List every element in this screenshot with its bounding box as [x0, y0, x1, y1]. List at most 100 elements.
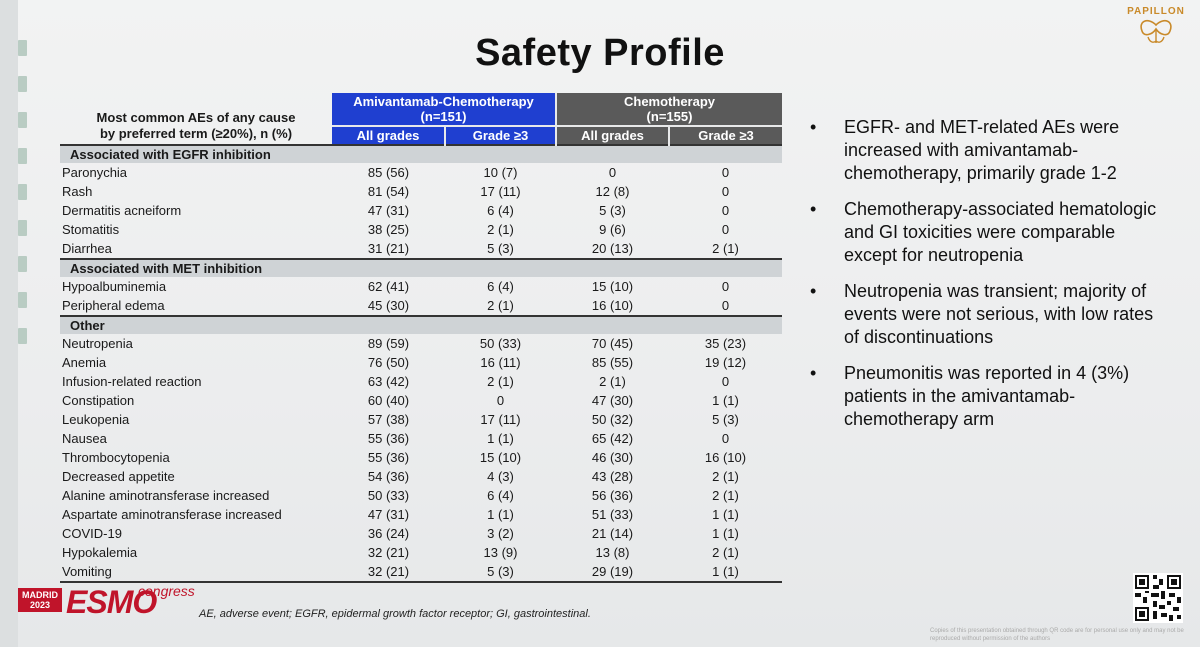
amivantamab-all-grades-cell: 38 (25) [367, 222, 410, 237]
row-header: Most common AEs of any cause by preferre… [60, 93, 332, 145]
amivantamab-grade3-cell: 2 (1) [487, 298, 514, 313]
amivantamab-grade3-cell: 15 (10) [479, 450, 522, 465]
adverse-event-label: Anemia [62, 355, 107, 370]
chemotherapy-grade3-cell: 0 [721, 279, 730, 294]
adverse-event-name: Infusion-related reaction [60, 372, 332, 391]
table-row: Peripheral edema 45 (30) 2 (1) 16 (10) 0 [60, 296, 782, 316]
arm2-name: Chemotherapy [623, 94, 716, 109]
table-row: Vomiting 32 (21) 5 (3) 29 (19) 1 (1) [60, 562, 782, 583]
amivantamab-all-grades-cell: 60 (40) [367, 393, 410, 408]
adverse-event-label: Rash [62, 184, 93, 199]
amivantamab-grade3-cell: 17 (11) [480, 184, 521, 199]
chemotherapy-grade3-cell: 1 (1) [712, 393, 739, 408]
adverse-event-name: Hypoalbuminemia [60, 277, 332, 296]
chemotherapy-arm-header: Chemotherapy (n=155) [556, 93, 782, 126]
chemotherapy-all-grades-cell: 20 (13) [591, 241, 634, 256]
amivantamab-grade3-cell: 10 (7) [483, 165, 518, 180]
adverse-event-name: Stomatitis [60, 220, 332, 239]
chemotherapy-all-grades-cell: 65 (42) [591, 431, 634, 446]
amivantamab-grade3-cell: 2 (1) [487, 374, 514, 389]
adverse-event-name: Peripheral edema [60, 296, 332, 316]
amivantamab-grade3-cell: 1 (1) [487, 507, 514, 522]
key-finding-text: Neutropenia was transient; majority of e… [844, 281, 1154, 347]
amivantamab-grade3-cell: 16 (11) [480, 355, 521, 370]
chemotherapy-all-grades-cell: 5 (3) [599, 203, 626, 218]
bullet-dot-icon: • [810, 363, 817, 383]
chemotherapy-all-grades-cell: 29 (19) [556, 562, 669, 583]
chemotherapy-all-grades-cell: 13 (8) [595, 545, 630, 560]
chemotherapy-grade3-cell: 2 (1) [712, 241, 739, 256]
chemotherapy-grade3-cell: 2 (1) [712, 545, 739, 560]
section-met-row: Associated with MET inhibition [60, 258, 782, 277]
amivantamab-all-grades-cell: 47 (31) [367, 203, 410, 218]
chemotherapy-grade3-cell: 0 [721, 203, 730, 218]
amivantamab-all-grades-cell: 47 (31) [367, 507, 410, 522]
chemotherapy-all-grades-cell: 43 (28) [591, 469, 634, 484]
table-row: Alanine aminotransferase increased 50 (33… [60, 486, 782, 505]
amivantamab-all-grades-cell: 81 (54) [367, 184, 410, 199]
table-row: Thrombocytopenia 55 (36) 15 (10) 46 (30) 16 … [60, 448, 782, 467]
adverse-event-label: Alanine aminotransferase increased [62, 488, 270, 503]
chemotherapy-all-grades-cell: 16 (10) [591, 298, 634, 313]
adverse-event-label: Leukopenia [62, 412, 130, 427]
row-header-line2: by preferred term (≥20%), n (%) [99, 126, 293, 141]
adverse-event-label: COVID-19 [62, 526, 122, 541]
congress-label: congress [138, 583, 195, 599]
qr-code-icon[interactable] [1133, 573, 1183, 623]
amivantamab-grade3-cell: 1 (1) [487, 431, 514, 446]
table-row: COVID-19 36 (24) 3 (2) 21 (14) 1 (1) [60, 524, 782, 543]
chemotherapy-grade3-cell: 2 (1) [712, 469, 739, 484]
chemotherapy-grade3-cell: 19 (12) [704, 355, 747, 370]
table-row: Neutropenia 89 (59) 50 (33) 70 (45) 35 (23) [60, 334, 782, 353]
key-findings-list: • EGFR- and MET-related AEs were increase… [810, 116, 1170, 444]
amivantamab-all-grades-cell: 31 (21) [367, 241, 410, 256]
amivantamab-all-grades-cell: 36 (24) [367, 526, 410, 541]
amivantamab-all-grades-cell: 50 (33) [367, 488, 410, 503]
amivantamab-grade3-cell: 6 (4) [487, 203, 514, 218]
table-row: Constipation 60 (40) 0 47 (30) 1 (1) [60, 391, 782, 410]
amivantamab-all-grades-cell: 55 (36) [367, 431, 410, 446]
section-other-label: Other [60, 315, 332, 334]
adverse-event-label: Constipation [62, 393, 135, 408]
adverse-event-name: Dermatitis acneiform [60, 201, 332, 220]
section-band-cell [556, 315, 669, 334]
arm1-grade3-header: Grade ≥3 [445, 125, 557, 145]
amivantamab-grade3-cell: 5 (3) [487, 241, 514, 256]
amivantamab-all-grades-cell: 63 (42) [367, 374, 410, 389]
key-finding-text: Pneumonitis was reported in 4 (3%) patie… [844, 363, 1130, 429]
bullet-dot-icon: • [810, 117, 817, 137]
logo-text: PAPILLON [1127, 6, 1185, 17]
amivantamab-grade3-cell: 6 (4) [487, 488, 514, 503]
chemotherapy-grade3-cell: 0 [721, 184, 730, 199]
section-egfr-row: Associated with EGFR inhibition [60, 144, 782, 163]
chemotherapy-all-grades-cell: 12 (8) [595, 184, 630, 199]
adverse-event-name: Paronychia [60, 163, 332, 182]
chemotherapy-grade3-cell: 35 (23) [704, 336, 747, 351]
adverse-event-name: Leukopenia [60, 410, 332, 429]
section-band-cell [445, 144, 556, 163]
amivantamab-grade3-cell: 50 (33) [479, 336, 522, 351]
amivantamab-grade3-cell: 13 (9) [483, 545, 518, 560]
section-band-cell [332, 144, 445, 163]
key-finding-bullet: • EGFR- and MET-related AEs were increase… [810, 116, 1170, 185]
adverse-event-label: Hypokalemia [62, 545, 138, 560]
table-row: Aspartate aminotransferase increased 47 (… [60, 505, 782, 524]
amivantamab-grade3-cell: 5 (3) [445, 562, 556, 583]
key-finding-bullet: • Neutropenia was transient; majority of … [810, 280, 1170, 349]
table-row: Dermatitis acneiform 47 (31) 6 (4) 5 (3) 0 [60, 201, 782, 220]
chemotherapy-all-grades-cell: 70 (45) [591, 336, 634, 351]
table-row: Hypokalemia 32 (21) 13 (9) 13 (8) 2 (1) [60, 543, 782, 562]
adverse-event-label: Dermatitis acneiform [62, 203, 182, 218]
amivantamab-all-grades-cell: 76 (50) [367, 355, 410, 370]
slide-edge-marks [18, 40, 32, 364]
chemotherapy-all-grades-cell: 51 (33) [591, 507, 634, 522]
table-row: Infusion-related reaction 63 (42) 2 (1) 2 (… [60, 372, 782, 391]
table-row: Stomatitis 38 (25) 2 (1) 9 (6) 0 [60, 220, 782, 239]
chemotherapy-all-grades-cell: 46 (30) [591, 450, 634, 465]
adverse-event-label: Hypoalbuminemia [62, 279, 167, 294]
chemotherapy-grade3-cell: 0 [721, 222, 730, 237]
chemotherapy-all-grades-cell: 56 (36) [591, 488, 634, 503]
congress-city-year: MADRID 2023 [18, 588, 62, 612]
chemotherapy-grade3-cell: 5 (3) [712, 412, 739, 427]
adverse-event-name: Rash [60, 182, 332, 201]
